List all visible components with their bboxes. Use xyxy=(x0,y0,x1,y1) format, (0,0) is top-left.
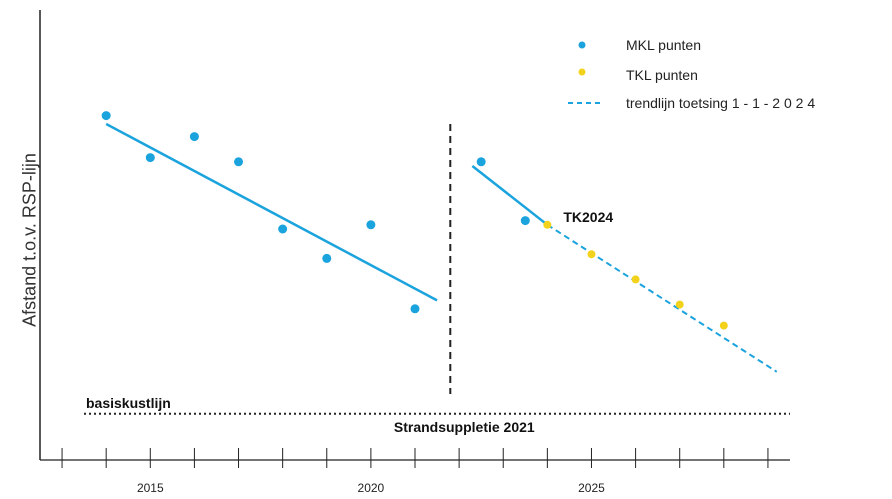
tkl-point xyxy=(543,220,552,229)
mkl-point xyxy=(366,220,376,230)
tkl-point xyxy=(675,300,684,309)
mkl-point xyxy=(234,157,244,167)
mkl-point xyxy=(278,224,288,234)
tk2024-annotation: TK2024 xyxy=(563,209,613,225)
legend-trend-label: trendlijn toetsing 1 - 1 - 2 0 2 4 xyxy=(626,95,815,111)
mkl-point xyxy=(189,132,199,142)
x-tick-label: 2020 xyxy=(358,481,385,495)
trend-line-before xyxy=(105,122,438,302)
mkl-point xyxy=(520,216,530,226)
tkl-point xyxy=(631,275,640,284)
x-tick-label: 2015 xyxy=(137,481,164,495)
legend-mkl-label: MKL punten xyxy=(626,37,701,53)
basiskustlijn-label: basiskustlijn xyxy=(86,395,171,411)
mkl-point xyxy=(410,304,420,314)
suppletion-label: Strandsuppletie 2021 xyxy=(394,419,535,435)
legend-mkl-marker xyxy=(578,41,586,49)
trend-line-toetsing xyxy=(546,223,778,373)
trend-line-after xyxy=(471,165,549,226)
tkl-point xyxy=(587,250,596,259)
legend-tkl-marker xyxy=(578,68,586,76)
tkl-point xyxy=(719,321,728,330)
mkl-point xyxy=(476,157,486,167)
y-axis-label: Afstand t.o.v. RSP-lijn xyxy=(19,153,40,327)
mkl-point xyxy=(101,111,111,121)
mkl-point xyxy=(322,253,332,263)
x-tick-label: 2025 xyxy=(578,481,605,495)
legend: MKL punten TKL punten trendlijn toetsing… xyxy=(568,37,815,111)
legend-tkl-label: TKL punten xyxy=(626,67,698,83)
mkl-point xyxy=(145,153,155,163)
